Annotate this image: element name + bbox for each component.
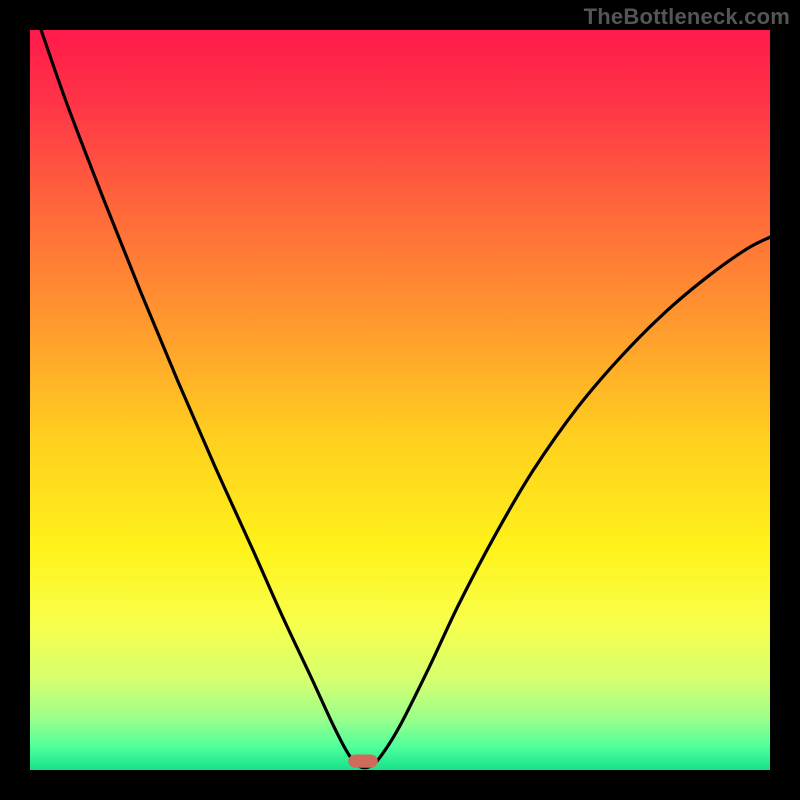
bottleneck-chart (0, 0, 800, 800)
watermark-text: TheBottleneck.com (584, 4, 790, 30)
optimal-marker (348, 754, 378, 767)
chart-stage: TheBottleneck.com (0, 0, 800, 800)
plot-background (30, 30, 770, 770)
